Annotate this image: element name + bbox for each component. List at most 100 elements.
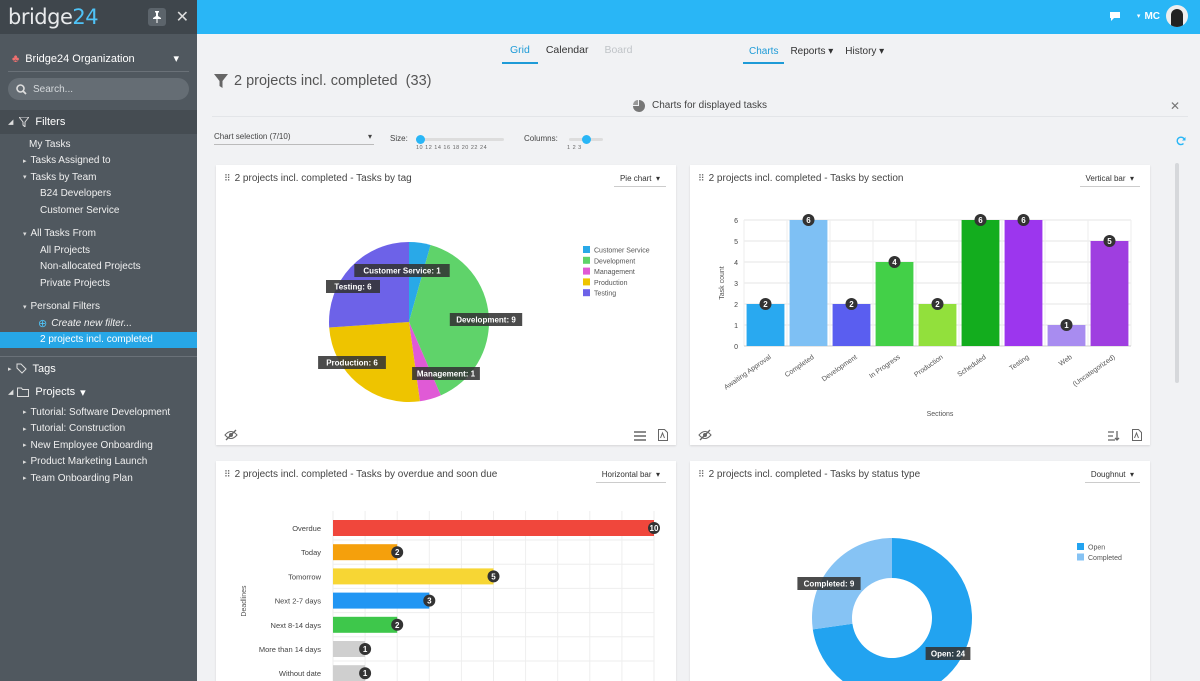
sort-icon[interactable] — [1108, 430, 1120, 441]
list-icon[interactable] — [634, 431, 646, 441]
filter-item[interactable]: ▸ Tasks Assigned to — [23, 155, 111, 167]
filter-item[interactable]: All Projects — [40, 244, 91, 256]
tab-history[interactable]: History ▾ — [845, 46, 885, 57]
expand-icon: ▸ — [23, 157, 27, 165]
search-input[interactable]: Search... — [8, 78, 189, 100]
chart-card-deadlines: ⠿ 2 projects incl. completed - Tasks by o… — [216, 461, 676, 681]
pie-chart-icon — [632, 99, 645, 112]
tags-section-header[interactable]: ▸ Tags — [0, 356, 197, 380]
hide-icon[interactable] — [224, 429, 238, 441]
columns-slider-handle[interactable] — [582, 135, 591, 144]
expand-icon: ▸ — [23, 409, 27, 417]
scrollbar[interactable] — [1175, 163, 1179, 383]
tab-reports[interactable]: Reports ▾ — [790, 46, 834, 57]
filter-item[interactable]: ▾ Personal Filters — [23, 301, 100, 313]
value-label: 1 — [363, 645, 368, 654]
chart-controls: Chart selection (7/10) ▾ Size: 10 12 14 1… — [214, 128, 1188, 156]
legend-label: Management — [594, 269, 635, 276]
pin-icon[interactable] — [147, 8, 166, 26]
bar — [746, 304, 785, 346]
hide-icon[interactable] — [698, 429, 712, 441]
project-item[interactable]: ▸ New Employee Onboarding — [23, 439, 153, 451]
close-icon[interactable]: ✕ — [1169, 98, 1180, 113]
value-label: 6 — [1021, 216, 1026, 225]
close-sidebar-icon[interactable]: ✕ — [175, 9, 189, 26]
project-list: ▸ Tutorial: Software Development ▸ Tutorial… — [0, 404, 197, 487]
horizontal-bar-chart: 10 Overdue 2 Today 5 Tomorrow 3 Next 2-7 days 2 N… — [241, 511, 660, 681]
avatar[interactable] — [1166, 5, 1188, 27]
size-slider[interactable] — [416, 135, 504, 144]
legend-swatch — [583, 267, 590, 275]
value-badge — [1017, 214, 1030, 226]
filter-item[interactable]: Non-allocated Projects — [40, 261, 141, 273]
projects-section-header[interactable]: ◢ Projects ▾ — [8, 386, 86, 399]
doughnut-slice — [812, 538, 972, 681]
value-label: 2 — [849, 300, 854, 309]
chart-type-dropdown[interactable]: Vertical bar ▾ — [1079, 171, 1140, 187]
search-icon — [16, 83, 27, 95]
chart-type-dropdown[interactable]: Doughnut ▾ — [1084, 467, 1140, 483]
drag-handle-icon[interactable]: ⠿ — [698, 469, 705, 479]
columns-slider[interactable] — [569, 135, 603, 144]
pie-slice — [409, 322, 441, 402]
size-slider-handle[interactable] — [416, 135, 425, 144]
drag-handle-icon[interactable]: ⠿ — [698, 173, 705, 183]
charts-bar: Charts for displayed tasks ✕ — [212, 95, 1188, 117]
sidebar: bridge24 ✕ ♣ Bridge24 Organization ▾ Sea… — [0, 0, 197, 681]
bar — [1047, 325, 1086, 346]
filters-section-header[interactable]: ◢ Filters — [0, 110, 197, 134]
chart-selection-dropdown[interactable]: Chart selection (7/10) ▾ — [214, 132, 374, 145]
filter-item[interactable]: My Tasks — [29, 138, 71, 150]
chart-title: 2 projects incl. completed - Tasks by st… — [708, 469, 921, 480]
project-item[interactable]: ▸ Product Marketing Launch — [23, 456, 148, 468]
value-badge — [359, 643, 372, 655]
value-label: 2 — [763, 300, 768, 309]
chart-type-dropdown[interactable]: Pie chart ▾ — [613, 171, 666, 187]
refresh-icon[interactable] — [1176, 136, 1186, 146]
value-badge — [802, 214, 815, 226]
filter-item[interactable]: B24 Developers — [40, 188, 112, 200]
value-label: 6 — [978, 216, 983, 225]
user-initials[interactable]: MC — [1144, 10, 1160, 22]
project-item[interactable]: ▸ Tutorial: Software Development — [23, 406, 171, 418]
y-tick-label: Next 8-14 days — [271, 621, 322, 630]
user-area: ▾ MC — [1109, 5, 1188, 27]
value-badge — [845, 298, 858, 310]
y-tick-label: 3 — [734, 281, 738, 288]
y-tick-label: Today — [301, 548, 321, 557]
pie-slice — [409, 242, 431, 322]
drag-handle-icon[interactable]: ⠿ — [224, 469, 231, 479]
value-badge — [391, 618, 404, 631]
filter-item[interactable]: Private Projects — [40, 277, 111, 289]
chevron-down-icon[interactable]: ▾ — [1136, 13, 1141, 20]
pdf-icon[interactable] — [658, 429, 668, 441]
y-tick-label: 5 — [734, 239, 738, 246]
tab-board[interactable]: Board — [604, 44, 633, 56]
filter-item[interactable]: ▾ All Tasks From — [23, 228, 96, 240]
project-item[interactable]: ▸ Tutorial: Construction — [23, 423, 126, 435]
collapse-icon: ▾ — [23, 174, 27, 182]
top-bar: ▾ MC — [197, 0, 1200, 34]
filter-item[interactable]: 2 projects incl. completed — [0, 331, 197, 348]
value-badge — [391, 546, 404, 559]
tab-calendar[interactable]: Calendar — [545, 44, 589, 56]
doughnut-chart: Open: 24 Completed: 9 Open Completed — [797, 538, 1122, 681]
legend-swatch — [583, 246, 590, 253]
filter-item[interactable]: ▾ Tasks by Team — [23, 171, 97, 183]
tab-charts[interactable]: Charts — [743, 46, 785, 64]
chat-icon[interactable] — [1109, 11, 1121, 22]
expand-icon: ▸ — [23, 425, 27, 433]
chart-type-dropdown[interactable]: Horizontal bar ▾ — [595, 467, 666, 483]
y-tick-label: Overdue — [292, 524, 321, 533]
project-item[interactable]: ▸ Team Onboarding Plan — [23, 472, 133, 484]
organization-selector[interactable]: ♣ Bridge24 Organization ▾ — [8, 46, 189, 72]
tab-grid[interactable]: Grid — [502, 44, 538, 64]
x-tick-label: Awaiting Approval — [723, 354, 773, 392]
expand-icon: ▸ — [23, 442, 27, 450]
pdf-icon[interactable] — [1132, 429, 1142, 441]
chart-title: 2 projects incl. completed - Tasks by se… — [708, 173, 904, 184]
filter-item[interactable]: Customer Service — [40, 204, 120, 216]
drag-handle-icon[interactable]: ⠿ — [224, 173, 231, 183]
value-label: 5 — [1107, 237, 1112, 246]
filter-item[interactable]: ⊕ Create new filter... — [38, 317, 132, 330]
